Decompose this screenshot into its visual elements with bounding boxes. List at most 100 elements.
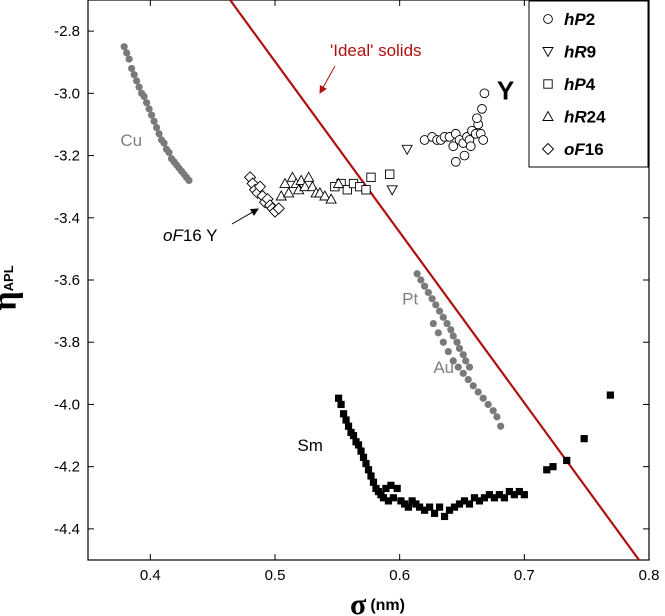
data-point-hR24: [319, 190, 331, 201]
data-point-hR24: [282, 186, 295, 198]
data-point-Au: [439, 338, 447, 346]
x-tick-label: 0.6: [389, 567, 410, 584]
data-point-Sm: [520, 491, 528, 499]
data-point-oF16: [253, 180, 267, 193]
data-point-Au: [469, 382, 477, 390]
data-point-Pt: [417, 276, 425, 284]
y-tick-label: -3.6: [54, 272, 80, 289]
series-labels: Y Cu Pt Au Sm: [120, 75, 514, 455]
data-point-Au: [444, 347, 452, 356]
data-point-hP4: [385, 169, 395, 179]
y-tick-label: -2.8: [54, 23, 80, 40]
data-point-Pt: [428, 295, 436, 303]
data-point-Cu: [128, 64, 136, 73]
y-tick-label: -4.0: [54, 396, 80, 413]
data-point-hP4: [361, 185, 371, 195]
data-point-Pt: [424, 288, 432, 297]
data-point-Sm: [490, 494, 499, 502]
ideal-line-group: [229, 0, 640, 560]
data-point-Pt: [435, 307, 444, 315]
data-point-Sm: [470, 494, 479, 502]
data-point-Cu: [120, 43, 128, 51]
y-tick-label: -3.4: [54, 210, 80, 227]
data-point-Sm: [543, 466, 551, 474]
data-point-Sm: [334, 394, 343, 402]
legend: hP2 hR9 hP4 hR24 oF16: [528, 0, 649, 168]
data-point-Cu: [133, 77, 141, 85]
legend-label-hR9: hR9: [564, 43, 596, 62]
data-point-Sm: [445, 506, 454, 514]
series-hR9: [386, 144, 413, 196]
oF16-Y-label: oF16 Y: [163, 226, 218, 245]
data-point-Sm: [387, 481, 395, 489]
data-point-Cu: [142, 99, 151, 107]
x-tick-label: 0.7: [514, 567, 535, 584]
x-tick-label: 0.4: [140, 567, 161, 584]
data-point-Au: [484, 400, 492, 409]
data-point-Sm: [435, 503, 444, 511]
data-point-Sm: [505, 487, 513, 496]
legend-label-hP2: hP2: [564, 10, 595, 29]
data-point-Sm: [354, 441, 363, 449]
data-point-Sm: [580, 435, 588, 443]
data-point-hR24: [302, 171, 315, 182]
legend-marker-hP4: [543, 79, 553, 89]
data-point-Cu: [135, 83, 143, 91]
data-point-Sm: [455, 500, 464, 508]
y-tick-label: -4.2: [54, 459, 80, 476]
data-point-hP2: [459, 150, 470, 161]
data-point-Sm: [342, 416, 350, 424]
data-point-hP2: [465, 141, 476, 152]
data-point-hR24: [279, 177, 291, 189]
data-point-Sm: [379, 494, 388, 502]
data-point-Au: [474, 388, 482, 396]
y-tick-label: -3.0: [54, 85, 80, 102]
data-point-Sm: [421, 506, 429, 514]
data-point-Cu: [155, 130, 163, 138]
data-point-hR24: [286, 171, 299, 182]
data-point-hR9: [386, 185, 398, 196]
data-point-Sm: [450, 503, 459, 511]
data-point-Sm: [440, 512, 449, 521]
data-point-Sm: [430, 509, 439, 517]
data-point-Cu: [150, 117, 158, 125]
data-point-Pt: [413, 270, 421, 278]
series-Sm: [334, 391, 614, 521]
data-point-Sm: [364, 466, 373, 474]
data-point-Sm: [408, 497, 416, 505]
data-point-Sm: [389, 494, 398, 502]
x-axis-label-sigma: σ (nm): [350, 588, 405, 616]
data-point-hR24: [306, 180, 319, 192]
data-point-Sm: [339, 410, 348, 418]
data-point-Au: [434, 329, 442, 337]
series-hP2: [419, 88, 490, 167]
y-tick-label: -3.2: [54, 148, 80, 165]
data-point-Au: [479, 394, 487, 402]
series-Cu: [120, 43, 193, 185]
series-hR24: [275, 171, 345, 204]
data-point-Sm: [485, 491, 494, 499]
legend-marker-oF16: [541, 142, 555, 156]
data-point-Sm: [344, 422, 353, 430]
data-point-Sm: [515, 487, 523, 496]
data-point-Pt: [449, 332, 457, 340]
legend-marker-hR24: [542, 110, 554, 121]
data-point-Pt: [455, 344, 464, 353]
data-point-hR24: [299, 180, 311, 192]
data-point-Sm: [563, 456, 571, 465]
data-point-Sm: [510, 491, 518, 499]
data-point-hR24: [332, 177, 345, 189]
data-point-Cu: [147, 111, 156, 119]
y-tick-label: -4.4: [54, 521, 80, 538]
data-point-Cu: [125, 55, 133, 63]
data-point-Sm: [480, 494, 489, 502]
data-point-Sm: [349, 431, 358, 440]
data-point-hP4: [342, 185, 352, 195]
legend-marker-hP2: [543, 14, 553, 24]
data-point-Sm: [606, 391, 614, 399]
data-point-Sm: [357, 447, 365, 455]
data-point-Sm: [425, 503, 434, 511]
data-point-Pt: [459, 351, 467, 359]
data-point-Pt: [432, 301, 440, 309]
